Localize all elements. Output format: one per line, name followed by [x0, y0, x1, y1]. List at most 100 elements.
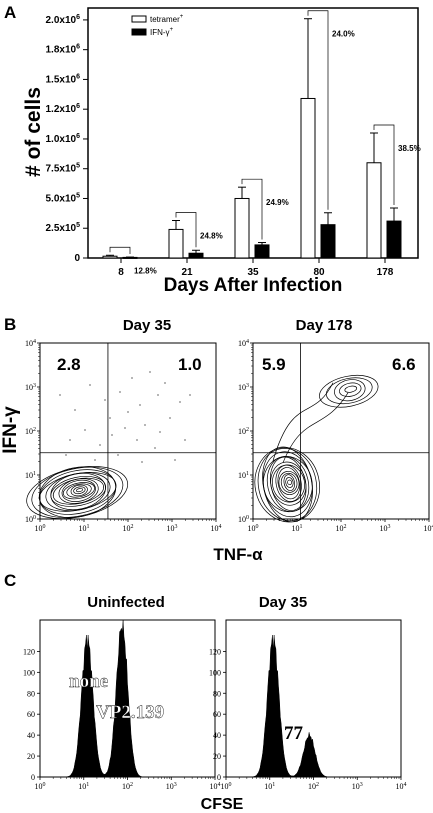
panel-b-left-event-dot — [141, 461, 143, 463]
panel-c-left-x-tick-exponent: 2 — [130, 782, 133, 788]
panel-c-right-x-tick-exponent: 2 — [316, 782, 319, 788]
panel-a-y-tick-base: 1.2x10 — [46, 104, 77, 115]
panel-b-right-x-tick-exponent: 3 — [388, 524, 391, 530]
panel-b-right-x-tick-exponent: 2 — [344, 524, 347, 530]
panel-c-left-y-tick-label: 60 — [27, 710, 35, 719]
panel-a-bar-chart: 02.5x1055.0x1057.5x1051.0x1061.2x1061.5x… — [22, 7, 421, 296]
panel-c-left-histogram — [40, 619, 215, 778]
panel-b-left-event-dot — [139, 404, 141, 406]
panel-b-left-contour-line — [52, 477, 105, 505]
panel-b-right-contour-line — [271, 464, 306, 503]
panel-b-left-y-tick-label: 101 — [25, 471, 36, 480]
panel-b-right-y-tick-label: 100 — [238, 515, 249, 524]
panel-b-right-contour-line — [272, 382, 334, 461]
panel-c-right-x-tick-label: 101 — [264, 782, 275, 791]
panel-b-right-contour-line — [254, 447, 320, 523]
panel-a-y-tick-exponent: 5 — [76, 192, 80, 199]
panel-a-y-tick-label: 2.0x106 — [46, 14, 81, 26]
panel-b-left-y-tick-exponent: 1 — [33, 471, 36, 477]
panel-c-right-y-tick-label: 60 — [213, 710, 221, 719]
panel-a-x-tick-label: 35 — [247, 267, 259, 278]
panel-a-x-tick-label: 21 — [181, 267, 193, 278]
panel-c-left-x-tick-exponent: 4 — [218, 782, 221, 788]
panel-b-left-contour-line — [26, 466, 129, 519]
panel-b-left-event-dot — [104, 399, 106, 401]
panel-b-right-x-tick-label: 102 — [336, 524, 347, 533]
panel-b-left-y-tick-label: 102 — [25, 427, 36, 436]
panel-a-x-tick-label: 178 — [377, 267, 394, 278]
panel-b-left-y-tick-label: 103 — [25, 383, 36, 392]
panel-a-y-tick-exponent: 6 — [76, 14, 80, 21]
panel-b-left-event-dot — [184, 439, 186, 441]
panel-b-left-event-dot — [94, 459, 96, 461]
panel-b-left-event-dot — [84, 429, 86, 431]
panel-c-right-x-tick-exponent: 3 — [360, 782, 363, 788]
panel-a-y-tick-label: 5.0x105 — [46, 192, 81, 204]
panel-b-left-event-dot — [149, 371, 151, 373]
panel-b-left-event-dot — [69, 439, 71, 441]
panel-b-right-upper-contour-line — [334, 379, 366, 402]
panel-b-left-x-tick-label: 102 — [123, 524, 134, 533]
panel-b-right-x-tick-exponent: 0 — [256, 524, 259, 530]
panel-c-left-x-tick-label: 100 — [35, 782, 46, 791]
panel-b-right-y-tick-label: 101 — [238, 471, 249, 480]
panel-a-y-tick-exponent: 5 — [76, 222, 80, 229]
panel-c-right-title: Day 35 — [259, 594, 307, 611]
panel-b-left-x-tick-exponent: 0 — [43, 524, 46, 530]
panel-c-right-y-tick-label: 100 — [209, 668, 221, 677]
panel-b-left-quadrant-ul: 2.8 — [57, 355, 81, 374]
panel-b-right-x-tick-exponent: 4 — [432, 524, 433, 530]
panel-c-right-x-tick-exponent: 0 — [229, 782, 232, 788]
panel-b-left-event-dot — [119, 391, 121, 393]
panel-b-left-event-dot — [164, 382, 166, 384]
panel-c-left-label-vp2139: VP2.139 — [96, 702, 164, 723]
panel-b-left-y-tick-exponent: 3 — [33, 383, 36, 389]
panel-b-letter: B — [4, 315, 16, 334]
panel-a-y-axis-title: # of cells — [22, 87, 45, 177]
panel-b-right-frame — [252, 342, 430, 520]
panel-b-right-contour-line — [278, 470, 300, 496]
panel-a-y-tick-label: 7.5x105 — [46, 163, 81, 175]
panel-c-right-x-tick-exponent: 1 — [272, 782, 275, 788]
panel-b-left-event-dot — [59, 394, 61, 396]
panel-b-left-contour-line — [31, 466, 124, 518]
panel-b-right-contour-line — [283, 474, 296, 492]
panel-a-y-tick-exponent: 6 — [76, 73, 80, 80]
panel-c-right-x-tick-label: 104 — [396, 782, 407, 791]
panel-b-right-quadrant-ur: 6.6 — [392, 355, 416, 374]
panel-b-right-quadrant-ul: 5.9 — [262, 355, 286, 374]
panel-b-left-frame — [39, 342, 217, 520]
panel-a-y-tick-label: 1.5x106 — [46, 73, 81, 85]
panel-a-y-tick-base: 1.5x10 — [46, 74, 77, 85]
panel-a-y-tick-label: 0 — [74, 253, 80, 264]
panel-b-left-contour-line — [66, 483, 92, 498]
panel-b-y-axis-title: IFN-γ — [0, 406, 21, 454]
percentage-annotation: 38.5% — [398, 144, 421, 153]
panel-b-left-contour-line — [61, 479, 96, 502]
panel-a-y-tick-base: 1.0x10 — [46, 134, 77, 145]
panel-b-left-x-tick-exponent: 3 — [175, 524, 178, 530]
panel-c-right-y-tick-label: 120 — [209, 647, 221, 656]
panel-a-y-tick-base: 5.0x10 — [46, 193, 77, 204]
panel-b-right-x-tick-label: 100 — [248, 524, 259, 533]
bar-tetramer-day-80 — [300, 97, 316, 259]
panel-b-left-event-dot — [99, 444, 101, 446]
panel-b-left-event-dot — [111, 434, 113, 436]
panel-b-left-contour-line — [70, 484, 88, 497]
panel-c-left-x-tick-label: 101 — [78, 782, 89, 791]
panel-c-left-x-tick-label: 102 — [122, 782, 133, 791]
panel-b-right-y-tick-exponent: 2 — [246, 427, 249, 433]
panel-b-right-upper-contour-line — [319, 374, 379, 408]
panel-b-left-event-dot — [144, 424, 146, 426]
panel-b-right-x-tick-label: 101 — [292, 524, 303, 533]
panel-c-right-y-tick-label: 0 — [217, 773, 221, 782]
panel-b-left-y-tick-exponent: 4 — [33, 339, 36, 345]
panel-c-right-y-tick-label: 40 — [213, 731, 221, 740]
panel-a-y-tick-base: 7.5x10 — [46, 164, 77, 175]
panel-c-left-title: Uninfected — [87, 594, 165, 611]
panel-a-y-tick-exponent: 6 — [76, 133, 80, 140]
panel-a-x-axis-title: Days After Infection — [164, 275, 343, 296]
panel-c-right-histogram — [226, 634, 401, 778]
